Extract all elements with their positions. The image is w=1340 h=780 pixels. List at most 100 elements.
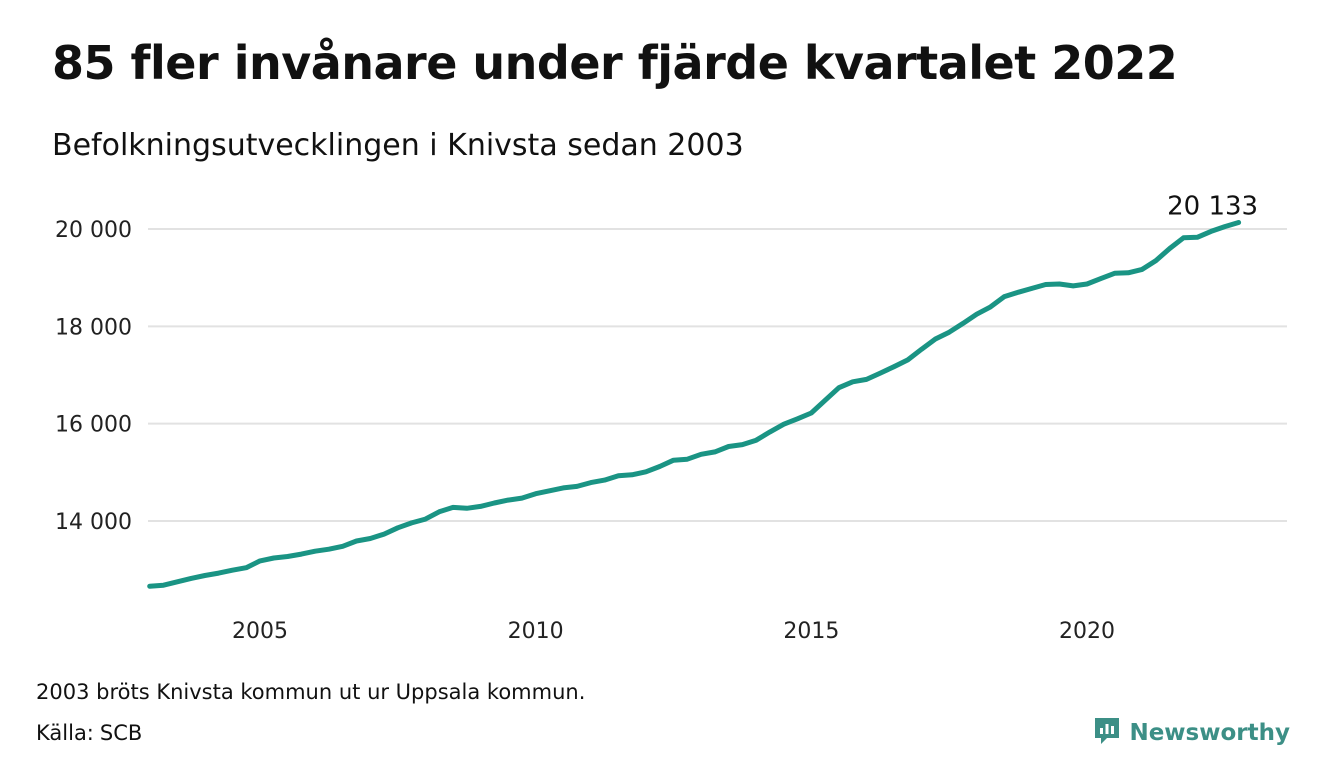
data-point <box>161 583 166 588</box>
data-point <box>767 429 773 435</box>
data-point <box>464 506 469 511</box>
data-point <box>947 330 952 335</box>
data-point <box>1015 290 1021 295</box>
data-point <box>437 509 442 514</box>
footnote: 2003 bröts Knivsta kommun ut ur Uppsala … <box>36 680 586 704</box>
grid-lines <box>148 228 1287 522</box>
data-point <box>1112 271 1117 276</box>
data-point <box>1181 235 1186 240</box>
data-point <box>836 385 842 390</box>
data-point <box>685 457 690 462</box>
data-point <box>533 491 538 496</box>
data-point <box>271 555 276 561</box>
data-point <box>1167 246 1172 251</box>
data-point <box>505 497 511 503</box>
data-point <box>561 485 566 491</box>
newsworthy-logo-icon <box>1093 716 1121 750</box>
data-point <box>1208 229 1214 234</box>
source-line: Källa: SCB <box>36 721 142 745</box>
y-tick-label: 16 000 <box>55 413 132 438</box>
data-point <box>1098 276 1104 281</box>
data-point <box>1057 281 1062 287</box>
data-point <box>891 364 897 369</box>
data-point <box>368 536 373 541</box>
data-point <box>519 495 525 501</box>
data-point <box>1002 294 1007 299</box>
data-point <box>202 573 208 578</box>
data-point <box>409 520 414 526</box>
data-point <box>671 458 676 463</box>
data-point <box>616 473 621 478</box>
data-point <box>588 480 593 485</box>
y-tick-label: 14 000 <box>55 510 132 535</box>
data-point <box>698 452 704 457</box>
data-point <box>257 558 263 564</box>
data-point <box>285 554 290 559</box>
data-point <box>1236 220 1241 225</box>
data-point <box>602 477 607 483</box>
x-tick-label: 2015 <box>783 619 839 644</box>
data-point <box>188 576 194 581</box>
y-tick-label: 18 000 <box>55 315 132 340</box>
data-point <box>492 500 497 506</box>
data-point <box>781 422 786 427</box>
data-point <box>1126 270 1131 275</box>
data-point <box>643 469 649 474</box>
end-value-label: 20 133 <box>1167 192 1258 222</box>
population-line <box>147 220 1242 589</box>
x-tick-label: 2005 <box>232 619 288 644</box>
data-point <box>574 484 580 489</box>
data-point <box>147 584 152 589</box>
data-point <box>1195 235 1200 240</box>
source-label: Källa: <box>36 721 94 745</box>
brand: Newsworthy <box>1093 716 1290 750</box>
data-point <box>423 516 428 522</box>
data-point <box>919 347 924 352</box>
data-point <box>230 568 235 573</box>
data-point <box>450 505 456 510</box>
data-point <box>175 579 180 584</box>
data-point <box>340 544 345 549</box>
data-point <box>864 377 869 382</box>
data-point <box>354 538 359 544</box>
x-axis-tick-labels: 2005 2010 2015 2020 <box>232 619 1115 644</box>
data-point <box>1043 282 1048 287</box>
data-point <box>905 357 910 363</box>
data-point <box>1071 283 1076 289</box>
data-point <box>933 336 938 342</box>
y-axis-tick-labels: 14 000 16 000 18 000 20 000 <box>55 218 132 535</box>
data-point <box>547 488 552 493</box>
data-point <box>740 442 745 447</box>
data-point <box>1084 281 1090 287</box>
data-point <box>988 304 993 310</box>
x-tick-label: 2020 <box>1059 619 1115 644</box>
data-point <box>629 472 635 477</box>
data-point <box>244 565 249 570</box>
data-point <box>299 551 304 557</box>
data-point <box>850 379 855 384</box>
data-point <box>974 312 979 317</box>
brand-name: Newsworthy <box>1129 720 1290 746</box>
line-chart: 14 000 16 000 18 000 20 000 2005 2010 2015 202… <box>55 192 1287 644</box>
source-value: SCB <box>99 721 143 745</box>
data-point <box>726 444 731 449</box>
data-point <box>960 321 966 326</box>
data-point <box>878 370 883 376</box>
data-point <box>754 438 759 443</box>
data-point <box>381 531 387 537</box>
series-layer <box>147 220 1242 589</box>
data-point <box>326 547 332 552</box>
chart-title: 85 fler invånare under fjärde kvartalet … <box>52 36 1178 90</box>
data-point <box>657 464 662 469</box>
data-point <box>822 398 828 403</box>
data-point <box>1222 224 1228 229</box>
data-point <box>1139 267 1145 272</box>
data-point <box>712 449 718 455</box>
data-point <box>478 504 483 509</box>
data-point <box>312 549 318 554</box>
y-tick-label: 20 000 <box>55 218 132 243</box>
data-point <box>395 525 400 530</box>
data-point <box>1153 258 1159 263</box>
data-point <box>795 416 800 421</box>
data-point <box>809 410 814 416</box>
